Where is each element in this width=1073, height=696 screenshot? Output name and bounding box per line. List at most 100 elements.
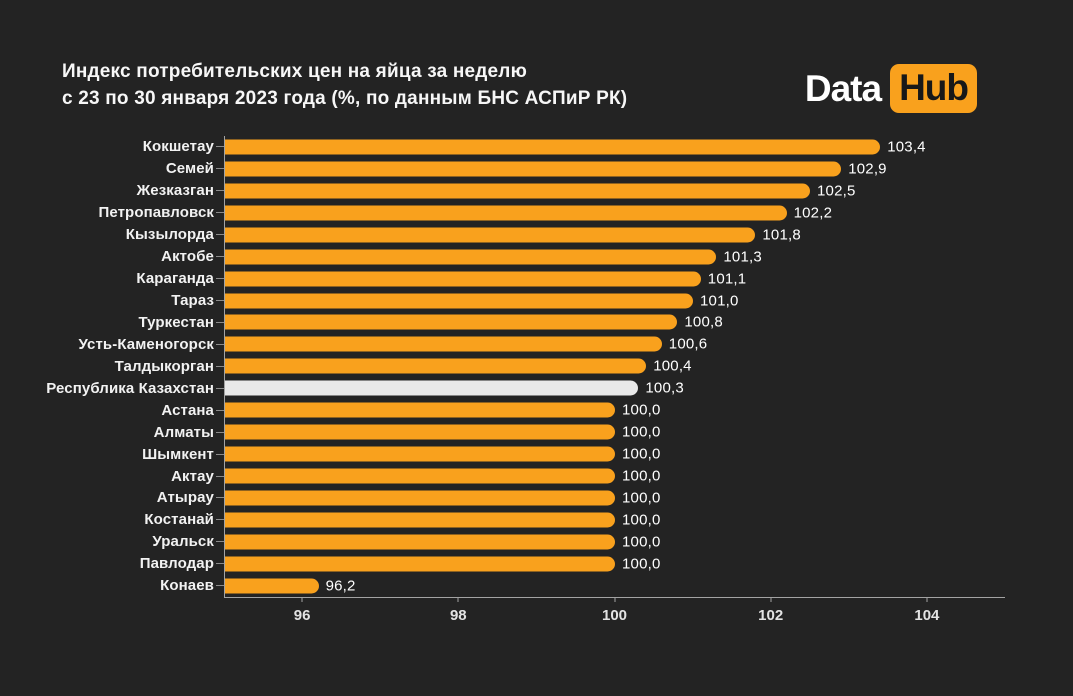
bar-row: Конаев 96,2	[30, 574, 1005, 597]
bar-track: 101,0	[224, 289, 1005, 312]
logo-text-hub: Hub	[890, 64, 977, 113]
x-tick-mark	[926, 596, 928, 602]
bar-track: 100,0	[224, 421, 1005, 444]
value-label: 100,8	[684, 313, 723, 331]
category-tick	[216, 278, 224, 280]
bar	[225, 314, 678, 330]
value-label: 100,6	[668, 335, 708, 353]
category-label: Жезказган	[136, 182, 214, 200]
category-tick	[216, 387, 224, 389]
value-label: 100,0	[622, 489, 661, 507]
value-label: 100,0	[622, 555, 661, 573]
category-label: Кызылорда	[125, 226, 214, 244]
category-tick	[216, 519, 224, 521]
bar-row: Караганда 101,1	[30, 267, 1005, 290]
category-label: Конаев	[160, 577, 214, 595]
value-label: 103,4	[887, 138, 926, 156]
value-label: 101,3	[723, 248, 762, 266]
datahub-logo: Data Hub	[805, 64, 977, 113]
category-label: Петропавловск	[98, 204, 214, 222]
x-tick-label: 96	[293, 606, 311, 624]
category-label: Атырау	[156, 489, 214, 507]
bar-row: Астана 100,0	[30, 399, 1005, 422]
category-label: Усть-Каменогорск	[78, 335, 214, 353]
value-label: 100,3	[645, 379, 684, 397]
value-label: 102,5	[817, 182, 856, 200]
bar-row: Шымкент 100,0	[30, 443, 1005, 466]
bar	[225, 402, 615, 418]
chart-title-line1: Индекс потребительских цен на яйца за не…	[62, 61, 527, 82]
bar-row: Атырау 100,0	[30, 487, 1005, 509]
bar-track: 100,0	[224, 487, 1005, 509]
chart-title: Индекс потребительских цен на яйца за не…	[62, 58, 627, 112]
category-tick	[216, 585, 224, 587]
bar-row: Алматы 100,0	[30, 421, 1005, 444]
bar	[225, 183, 810, 199]
bar-track: 101,1	[224, 267, 1005, 290]
bar-track: 100,0	[224, 465, 1005, 487]
bar-row: Уральск 100,0	[30, 530, 1005, 553]
category-label: Тараз	[171, 292, 214, 310]
category-label: Актобе	[161, 248, 214, 266]
category-label: Кокшетау	[142, 138, 214, 156]
category-label: Караганда	[136, 270, 214, 288]
bar-track: 102,2	[224, 201, 1005, 224]
category-label: Алматы	[153, 423, 214, 441]
bar	[225, 490, 615, 506]
bar-rows: Кокшетау 103,4 Семей 102,9 Жезказган 102,5 Пет…	[30, 136, 1005, 597]
value-label: 100,0	[622, 467, 661, 485]
bar-row: Жезказган 102,5	[30, 179, 1005, 202]
bar	[225, 336, 662, 352]
value-label: 100,0	[622, 401, 661, 419]
value-label: 96,2	[325, 577, 356, 595]
category-tick	[216, 365, 224, 367]
bar-track: 101,3	[224, 245, 1005, 268]
bar	[225, 271, 701, 287]
category-tick	[216, 212, 224, 214]
category-label: Уральск	[152, 533, 214, 551]
category-tick	[216, 343, 224, 345]
bar-chart: Кокшетау 103,4 Семей 102,9 Жезказган 102,5 Пет…	[30, 136, 1005, 637]
bar	[225, 293, 693, 309]
bar	[225, 578, 319, 594]
value-label: 100,0	[622, 511, 661, 529]
category-label: Актау	[171, 467, 214, 485]
bar-row: Костанай 100,0	[30, 508, 1005, 531]
bar-row: Республика Казахстан 100,3	[30, 377, 1005, 400]
bar	[225, 249, 717, 265]
x-tick-label: 100	[601, 606, 628, 624]
bar-track: 100,0	[224, 508, 1005, 531]
bar-row: Кокшетау 103,4	[30, 136, 1005, 158]
bar-track: 102,5	[224, 179, 1005, 202]
bar-track: 100,0	[224, 399, 1005, 422]
bar-track: 100,4	[224, 355, 1005, 378]
category-label: Шымкент	[142, 445, 214, 463]
bar	[225, 139, 881, 155]
bar-row: Туркестан 100,8	[30, 311, 1005, 334]
value-label: 100,0	[622, 445, 661, 463]
bar	[225, 468, 615, 484]
category-label: Костанай	[144, 511, 214, 529]
bar	[225, 534, 615, 550]
bar-track: 100,0	[224, 443, 1005, 466]
bar	[225, 446, 615, 462]
bar	[225, 227, 756, 243]
value-label: 100,0	[622, 533, 661, 551]
value-label: 102,9	[848, 160, 887, 178]
category-label: Республика Казахстан	[46, 379, 214, 397]
bar-row: Актау 100,0	[30, 465, 1005, 487]
category-tick	[216, 431, 224, 433]
category-tick	[216, 300, 224, 302]
category-tick	[216, 453, 224, 455]
bar	[225, 424, 615, 440]
chart-title-line2: с 23 по 30 января 2023 года (%, по данны…	[62, 88, 628, 109]
value-label: 102,2	[793, 204, 833, 222]
category-tick	[216, 146, 224, 148]
category-label: Павлодар	[139, 555, 214, 573]
category-tick	[216, 475, 224, 477]
value-label: 100,4	[653, 357, 692, 375]
category-tick	[216, 541, 224, 543]
category-label: Талдыкорган	[114, 357, 214, 375]
bar-track: 96,2	[224, 574, 1005, 597]
